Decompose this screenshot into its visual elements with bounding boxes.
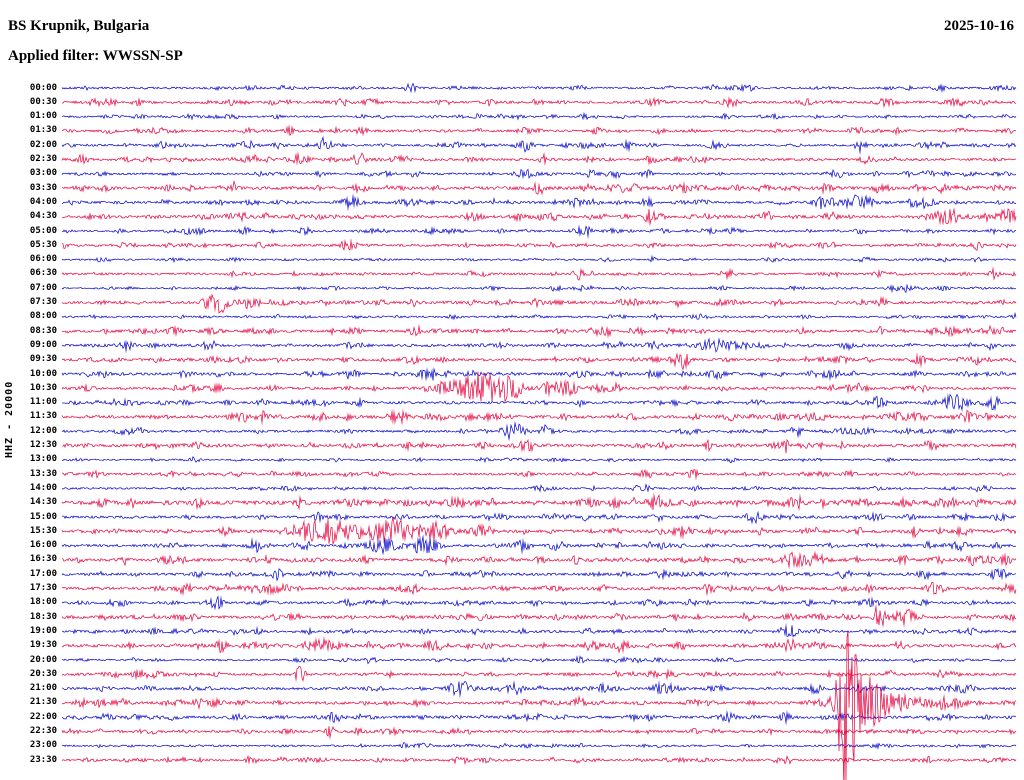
- time-label: 16:00: [29, 540, 57, 551]
- time-label: 06:00: [29, 254, 57, 265]
- time-label: 18:30: [29, 611, 57, 622]
- time-label: 14:00: [29, 482, 57, 493]
- time-label: 05:30: [29, 239, 57, 250]
- time-label: 15:30: [29, 525, 57, 536]
- time-label: 21:30: [29, 697, 57, 708]
- time-label: 21:00: [29, 683, 57, 694]
- time-label: 09:30: [29, 354, 57, 365]
- time-label: 02:00: [29, 139, 57, 150]
- time-label: 08:00: [29, 311, 57, 322]
- time-label: 08:30: [29, 325, 57, 336]
- time-label: 03:00: [29, 168, 57, 179]
- time-label: 02:30: [29, 154, 57, 164]
- time-label: 07:30: [29, 297, 57, 307]
- time-label: 13:00: [29, 454, 57, 465]
- time-label: 03:30: [29, 182, 57, 193]
- time-label: 13:30: [29, 468, 57, 479]
- time-label: 10:30: [29, 382, 57, 393]
- time-label: 12:30: [29, 440, 57, 450]
- time-label: 23:00: [29, 740, 57, 751]
- time-label: 07:00: [29, 282, 57, 293]
- time-label: 17:30: [29, 583, 57, 593]
- time-label: 22:30: [29, 726, 57, 736]
- time-label: 11:30: [29, 411, 57, 422]
- time-label: 01:30: [29, 125, 57, 136]
- time-label: 20:30: [29, 668, 57, 679]
- time-label: 20:00: [29, 654, 57, 665]
- time-label: 17:00: [29, 568, 57, 579]
- time-label: 19:30: [29, 640, 57, 651]
- time-label: 06:30: [29, 268, 57, 279]
- time-label: 04:30: [29, 211, 57, 222]
- time-label: 19:00: [29, 625, 57, 636]
- time-label: 09:00: [29, 339, 57, 350]
- time-label: 15:00: [29, 511, 57, 522]
- time-label: 23:30: [29, 754, 57, 765]
- time-label: 22:00: [29, 711, 57, 722]
- time-label: 14:30: [29, 497, 57, 508]
- time-label: 16:30: [29, 554, 57, 565]
- time-label: 11:00: [29, 397, 57, 408]
- time-label: 00:30: [29, 96, 57, 107]
- time-label: 01:00: [29, 111, 57, 122]
- time-label: 12:00: [29, 425, 57, 436]
- time-label: 00:00: [29, 82, 57, 93]
- time-label: 10:00: [29, 368, 57, 379]
- time-label: 04:00: [29, 196, 57, 207]
- time-label: 18:00: [29, 597, 57, 608]
- time-label: 05:00: [29, 225, 57, 236]
